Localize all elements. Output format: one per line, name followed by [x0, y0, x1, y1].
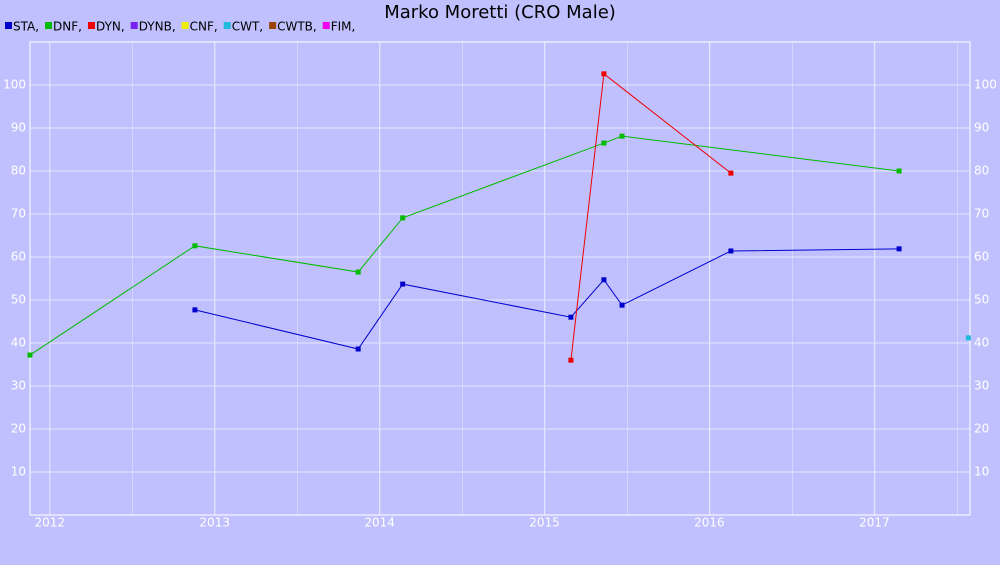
legend-label: CWTB,	[277, 20, 317, 34]
y-tick-label: 80	[11, 164, 26, 178]
plot-border	[29, 41, 971, 516]
x-tick-label: 2013	[199, 516, 230, 530]
point	[896, 246, 902, 252]
point	[400, 281, 406, 287]
legend-swatch	[87, 22, 95, 29]
point	[896, 168, 902, 174]
point	[355, 346, 361, 352]
y-tick-label: 40	[11, 336, 26, 350]
legend-label: CNF,	[190, 20, 218, 34]
x-tick-label: 2015	[529, 516, 560, 530]
y-tick-label: 10	[11, 465, 26, 479]
y-tick-label: 60	[11, 250, 26, 264]
legend-swatch	[322, 22, 330, 29]
point	[601, 140, 607, 146]
point	[192, 243, 198, 249]
point	[965, 335, 971, 341]
y-tick-label: 30	[11, 379, 26, 393]
y-tick-label: 100	[3, 78, 26, 92]
x-tick-label: 2016	[694, 516, 725, 530]
legend-label: DYNB,	[139, 20, 176, 34]
y-tick-label: 70	[11, 207, 26, 221]
legend-label: STA,	[13, 20, 39, 34]
point	[619, 133, 625, 139]
series-line	[194, 248, 900, 350]
y2-tick-label: 20	[974, 422, 989, 436]
point	[728, 248, 734, 254]
y-tick-label: 90	[11, 121, 26, 135]
legend-label: DYN,	[96, 20, 125, 34]
y2-tick-label: 80	[974, 164, 989, 178]
chart-title: Marko Moretti (CRO Male)	[384, 2, 616, 23]
legend-swatch	[45, 22, 53, 29]
y2-tick-label: 10	[974, 465, 989, 479]
point	[601, 277, 607, 283]
point	[568, 314, 574, 320]
point	[601, 71, 607, 77]
y2-tick-label: 100	[974, 78, 997, 92]
point	[728, 170, 734, 176]
legend-label: DNF,	[53, 20, 82, 34]
y-tick-label: 20	[11, 422, 26, 436]
legend-label: FIM,	[331, 20, 356, 34]
y2-tick-label: 30	[974, 379, 989, 393]
x-tick-label: 2014	[364, 516, 395, 530]
point	[355, 269, 361, 275]
legend-swatch	[130, 22, 138, 29]
y2-tick-label: 70	[974, 207, 989, 221]
y2-tick-label: 50	[974, 293, 989, 307]
legend-swatch	[223, 22, 231, 29]
point	[568, 357, 574, 363]
point	[192, 307, 198, 313]
legend-swatch	[269, 22, 277, 29]
point	[400, 215, 406, 221]
x-tick-label: 2012	[35, 516, 66, 530]
legend-swatch	[5, 22, 12, 29]
point	[27, 352, 33, 358]
x-tick-label: 2017	[859, 516, 890, 530]
y2-tick-label: 90	[974, 121, 989, 135]
y-tick-label: 50	[11, 293, 26, 307]
legend-label: CWT,	[232, 20, 263, 34]
y2-tick-label: 40	[974, 336, 989, 350]
legend-swatch	[181, 22, 189, 29]
y2-tick-label: 60	[974, 250, 989, 264]
point	[619, 302, 625, 308]
